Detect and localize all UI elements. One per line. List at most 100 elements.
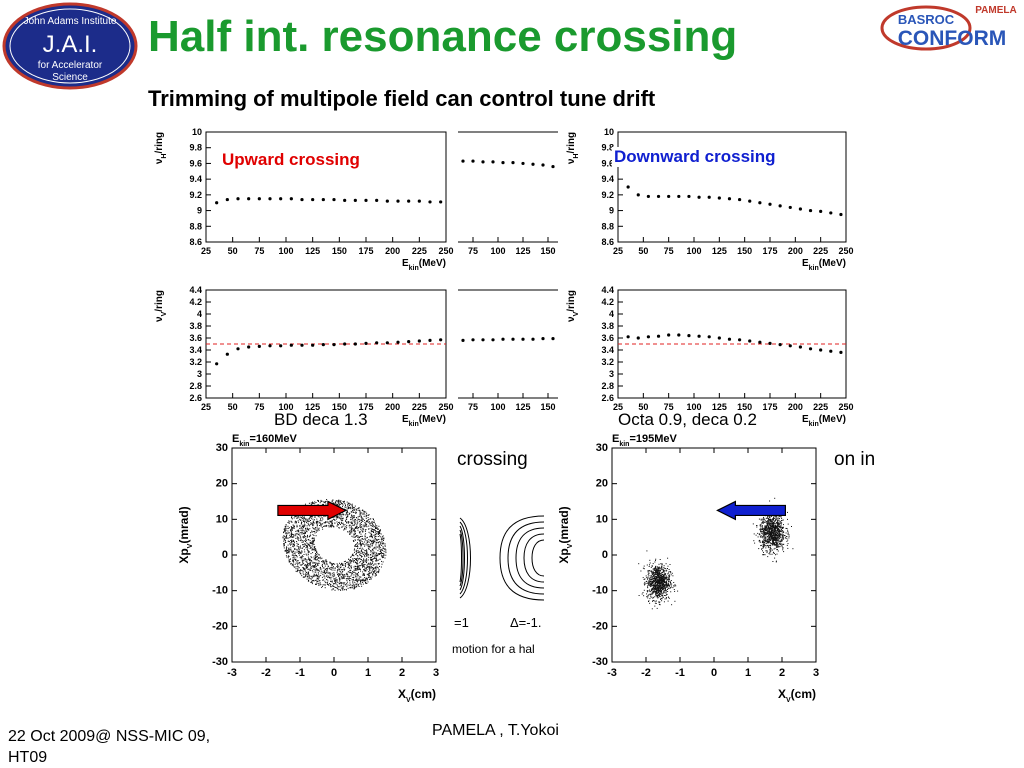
y-tick-label: 20 [216,478,228,490]
data-point [798,345,802,349]
y-tick-label: 9.4 [601,174,614,184]
y-tick-label: 10 [192,127,202,137]
data-point [417,339,421,343]
data-point [257,344,261,348]
data-point [321,197,325,202]
data-point [311,343,315,347]
direction-arrow [277,500,348,521]
data-point [428,200,432,204]
footer-date: 22 Oct 2009@ NSS-MIC 09, HT09 [8,728,211,766]
x-tick-label: 0 [331,667,337,679]
tune-h-downward-plot: 25 50 75 100 125 150 175 200 225 250 8.6 8.8 9 9.2 9.4… [566,127,854,270]
data-point [279,197,283,201]
y-axis-label: νV/ring [566,290,580,322]
data-point [300,197,304,202]
data-point [541,337,545,341]
partial-crossing-text: crossing [457,449,528,470]
x-tick-label: 200 [788,402,803,412]
x-tick-label: 225 [813,246,828,256]
octa-deca-label: Octa 0.9, deca 0.2 [618,410,757,430]
data-point [491,160,495,164]
frag-caption: motion for a hal [452,642,535,656]
data-point [343,198,347,202]
jai-logo-line3: for Accelerator [38,60,103,71]
y-tick-label: 2.6 [189,393,202,403]
jai-logo-line1: John Adams Institute [24,16,117,27]
data-point [353,342,357,346]
y-axis-label: νH/ring [154,132,168,164]
data-point [353,198,357,202]
y-tick-label: 2.6 [601,393,614,403]
x-tick-label: 250 [438,402,453,412]
data-point [656,334,661,338]
data-point [428,338,432,342]
y-tick-label: 4.4 [189,285,202,295]
x-tick-label: 150 [332,246,347,256]
x-tick-label: -3 [227,667,237,679]
x-axis-label: XV(cm) [778,687,816,704]
x-tick-label: 225 [813,402,828,412]
data-point [697,334,701,338]
y-tick-label: 9.8 [601,143,614,153]
y-tick-label: 9.8 [189,143,202,153]
x-tick-label: 3 [433,667,439,679]
plot-frame [231,447,437,663]
y-tick-label: 0 [222,549,228,561]
x-tick-label: -2 [641,667,651,679]
x-tick-label: 75 [664,402,674,412]
data-point [758,201,762,205]
y-tick-label: 9 [609,206,614,216]
data-point [768,341,772,345]
x-tick-label: 100 [490,402,505,412]
y-tick-label: 3.8 [601,321,614,331]
data-point [268,344,272,348]
y-tick-label: -20 [212,620,228,632]
y-tick-label: 9.4 [189,174,202,184]
x-tick-label: 150 [332,402,347,412]
x-tick-label: 100 [278,246,293,256]
data-point [396,199,400,203]
y-tick-label: 0 [602,549,608,561]
data-point [626,185,630,189]
x-tick-label: 150 [540,246,555,256]
data-point [225,352,229,356]
y-tick-label: 9.6 [189,158,202,168]
x-tick-label: 125 [515,246,530,256]
data-point [511,337,515,341]
data-point [311,197,315,202]
data-point [375,198,379,202]
y-tick-label: 3.4 [189,345,202,355]
y-tick-label: 3.6 [189,333,202,343]
upward-crossing-label: Upward crossing [220,150,362,170]
data-point [646,335,650,339]
x-tick-label: 150 [540,402,555,412]
x-tick-label: 100 [686,246,701,256]
data-point [407,199,411,203]
data-point [407,340,411,344]
y-tick-label: 4.2 [601,297,614,307]
x-tick-label: 125 [305,246,320,256]
x-tick-label: 1 [745,667,751,679]
data-point [829,211,833,215]
x-tick-label: 175 [358,246,373,256]
y-tick-label: 3 [197,369,202,379]
data-point [768,202,772,206]
jai-logo-line2: J.A.I. [43,31,98,58]
x-tick-label: 75 [254,402,264,412]
y-axis-label: νV/ring [154,290,168,322]
jai-logo-line4: Science [52,72,88,83]
data-point [332,343,336,347]
data-point [551,164,555,169]
data-point [636,193,640,197]
x-tick-label: 175 [762,246,777,256]
data-point [471,338,475,342]
data-point [738,197,742,202]
y-tick-label: 2.8 [189,381,202,391]
data-point [385,199,389,203]
x-tick-label: 100 [490,246,505,256]
data-point [236,347,240,351]
x-tick-label: 100 [278,402,293,412]
tune-h-upward-plot: 25 50 75 100 125 150 175 200 225 250 8.6 8.8 9 9.2 9.4… [154,127,454,270]
y-tick-label: -20 [592,620,608,632]
x-tick-label: 1 [365,667,371,679]
